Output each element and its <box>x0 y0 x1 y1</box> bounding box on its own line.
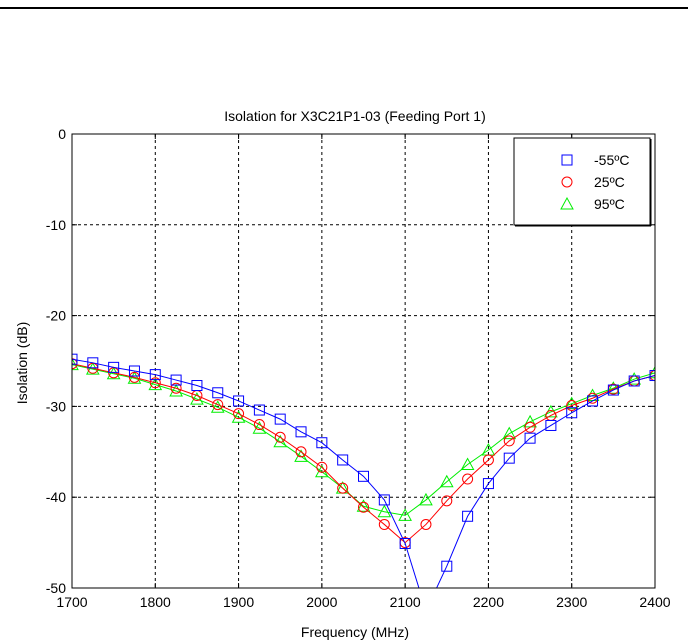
series-group-circle <box>72 358 655 549</box>
data-point-triangle <box>148 377 163 391</box>
data-point-triangle <box>419 492 433 506</box>
legend-marker-circle <box>561 176 573 188</box>
data-point-circle <box>503 435 515 447</box>
data-point-square <box>274 413 286 425</box>
y-tick-label: -40 <box>46 489 66 505</box>
series-line-circle <box>72 363 655 544</box>
data-point-square <box>649 370 655 382</box>
x-axis-label: Frequency (MHz) <box>301 624 409 640</box>
x-tick-label: 2200 <box>473 594 504 610</box>
data-point-triangle <box>439 474 454 488</box>
data-point-square <box>212 387 224 399</box>
data-point-circle <box>233 408 245 420</box>
chart-title: Isolation for X3C21P1-03 (Feeding Port 1… <box>224 108 485 124</box>
data-point-circle <box>295 446 307 458</box>
data-point-triangle <box>231 410 246 423</box>
x-tick-label: 2400 <box>639 594 670 610</box>
data-point-circle <box>462 473 474 485</box>
data-point-circle <box>149 377 161 389</box>
data-point-triangle <box>648 365 655 379</box>
legend-label: 95ºC <box>594 196 625 212</box>
data-point-circle <box>253 419 265 431</box>
data-point-circle <box>358 501 369 513</box>
data-point-triangle <box>252 421 267 434</box>
y-tick-label: -10 <box>46 217 66 233</box>
data-point-triangle <box>210 400 225 413</box>
data-point-circle <box>170 382 182 394</box>
legend-marker-triangle <box>560 196 574 210</box>
grid-lines <box>72 134 655 588</box>
x-tick-label: 1900 <box>223 594 254 610</box>
axis-ticks: 1700 1800 1900 2000 2100 2200 2300 2400 0 -10 -20 -… <box>46 126 671 610</box>
data-point-circle <box>566 399 578 411</box>
x-tick-label: 1800 <box>140 594 171 610</box>
data-point-square <box>170 374 182 386</box>
y-axis-label: Isolation (dB) <box>14 322 30 404</box>
x-tick-label: 1700 <box>56 594 87 610</box>
y-tick-label: 0 <box>58 126 66 142</box>
data-point-triangle <box>169 383 183 397</box>
legend: -55ºC 25ºC 95ºC <box>513 137 652 227</box>
data-point-circle <box>128 371 140 383</box>
data-point-square <box>253 404 265 416</box>
x-tick-label: 2100 <box>390 594 421 610</box>
data-point-circle <box>378 518 390 530</box>
data-point-square <box>628 375 640 387</box>
legend-marker-square <box>561 154 573 166</box>
data-point-square <box>482 478 494 490</box>
data-point-square <box>566 407 578 419</box>
data-point-square <box>108 361 120 373</box>
data-point-circle <box>441 495 453 507</box>
legend-label: 25ºC <box>594 174 625 190</box>
legend-label: -55ºC <box>594 152 629 168</box>
data-point-circle <box>274 431 286 443</box>
data-point-circle <box>316 461 328 473</box>
data-point-circle <box>212 399 224 411</box>
data-point-square <box>399 538 411 550</box>
data-point-circle <box>482 454 494 466</box>
data-point-square <box>503 452 515 464</box>
series-line-triangle <box>72 364 655 516</box>
data-point-square <box>191 380 203 392</box>
data-point-square <box>358 470 369 482</box>
data-point-square <box>233 395 245 407</box>
data-point-square <box>316 437 328 449</box>
data-point-circle <box>420 518 432 530</box>
data-point-square <box>441 560 453 572</box>
data-point-square <box>337 454 349 466</box>
data-point-square <box>87 357 99 369</box>
data-point-square <box>462 510 474 522</box>
series-group-square <box>72 353 655 588</box>
y-tick-label: -20 <box>46 308 66 324</box>
data-point-circle <box>524 421 536 433</box>
data-point-circle <box>337 482 349 494</box>
top-rule <box>0 7 688 9</box>
data-point-triangle <box>377 504 392 518</box>
data-point-triangle <box>460 457 475 471</box>
data-point-triangle <box>190 392 204 405</box>
data-point-triangle <box>398 508 412 521</box>
series-layer <box>72 353 655 588</box>
x-tick-label: 2000 <box>306 594 337 610</box>
data-point-square <box>149 369 161 381</box>
data-point-square <box>587 395 599 407</box>
data-point-square <box>128 365 140 377</box>
y-tick-label: -50 <box>46 580 66 596</box>
data-point-square <box>545 419 557 431</box>
data-point-square <box>378 494 390 506</box>
data-point-square <box>607 384 619 396</box>
data-point-square <box>295 426 307 438</box>
data-point-triangle <box>564 396 579 410</box>
data-point-triangle <box>356 499 371 512</box>
data-point-square <box>72 353 78 365</box>
plot-frame <box>71 133 656 589</box>
data-point-triangle <box>502 426 517 440</box>
data-point-square <box>524 432 536 444</box>
data-point-triangle <box>627 372 642 385</box>
series-line-square <box>72 358 655 588</box>
x-tick-label: 2300 <box>556 594 587 610</box>
legend-box <box>513 137 651 226</box>
y-tick-label: -30 <box>46 398 66 414</box>
